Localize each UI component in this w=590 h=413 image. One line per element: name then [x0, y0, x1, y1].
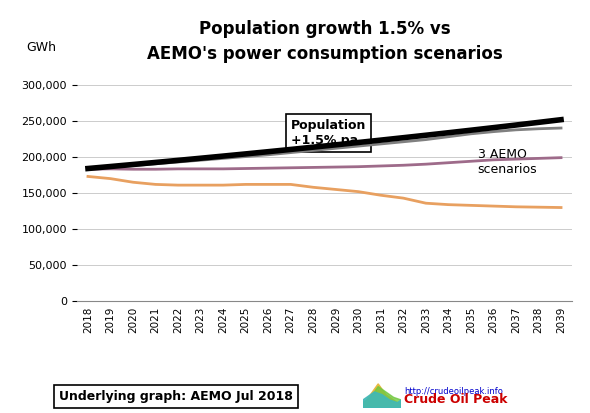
Title: Population growth 1.5% vs
AEMO's power consumption scenarios: Population growth 1.5% vs AEMO's power c… [147, 20, 502, 63]
Text: http://crudeoilpeak.info: http://crudeoilpeak.info [404, 387, 503, 396]
Text: Population
+1.5% pa: Population +1.5% pa [291, 119, 366, 147]
Polygon shape [363, 387, 401, 408]
Text: 3 AEMO
scenarios: 3 AEMO scenarios [478, 148, 537, 176]
Text: Crude Oil Peak: Crude Oil Peak [404, 393, 507, 406]
Polygon shape [363, 384, 401, 408]
Text: Underlying graph: AEMO Jul 2018: Underlying graph: AEMO Jul 2018 [59, 390, 293, 403]
Polygon shape [363, 392, 401, 408]
Text: GWh: GWh [27, 41, 57, 54]
